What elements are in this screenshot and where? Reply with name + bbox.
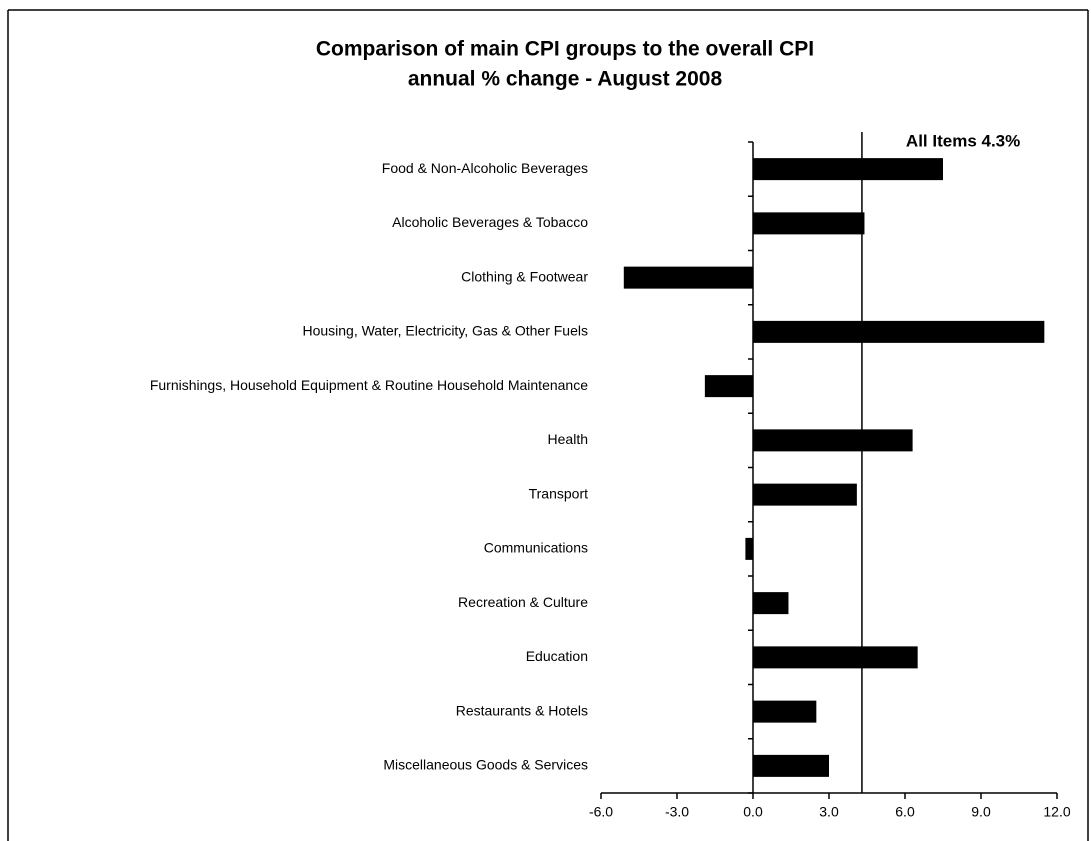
- bar: [753, 483, 857, 506]
- bar: [753, 754, 829, 777]
- y-tick-label: Housing, Water, Electricity, Gas & Other…: [302, 323, 588, 339]
- y-tick-label: Miscellaneous Goods & Services: [383, 757, 588, 773]
- y-tick-label: Transport: [529, 485, 589, 501]
- bar: [753, 700, 817, 723]
- bar: [753, 158, 943, 181]
- chart-subtitle: annual % change - August 2008: [408, 68, 723, 91]
- bar: [753, 592, 789, 615]
- y-tick-label: Food & Non-Alcoholic Beverages: [382, 160, 588, 176]
- y-tick-label: Restaurants & Hotels: [456, 702, 588, 718]
- x-tick-label: -6.0: [589, 804, 613, 820]
- bar: [753, 212, 865, 235]
- reference-label: All Items 4.3%: [906, 131, 1020, 150]
- bar: [623, 266, 753, 289]
- bar: [704, 375, 753, 398]
- x-tick-label: 12.0: [1043, 804, 1070, 820]
- y-tick-label: Education: [526, 648, 588, 664]
- x-tick-label: 0.0: [743, 804, 763, 820]
- bar: [753, 429, 913, 452]
- y-tick-label: Health: [548, 431, 588, 447]
- x-tick-label: -3.0: [665, 804, 689, 820]
- y-tick-label: Communications: [484, 540, 588, 556]
- bar: [745, 537, 753, 560]
- chart-title: Comparison of main CPI groups to the ove…: [316, 38, 814, 61]
- x-tick-label: 9.0: [971, 804, 991, 820]
- y-tick-label: Furnishings, Household Equipment & Routi…: [150, 377, 588, 393]
- y-tick-label: Recreation & Culture: [458, 594, 588, 610]
- x-tick-label: 6.0: [895, 804, 915, 820]
- y-tick-label: Alcoholic Beverages & Tobacco: [392, 214, 588, 230]
- y-tick-label: Clothing & Footwear: [461, 268, 588, 284]
- bar: [753, 320, 1045, 343]
- bar: [753, 646, 918, 669]
- x-tick-label: 3.0: [819, 804, 839, 820]
